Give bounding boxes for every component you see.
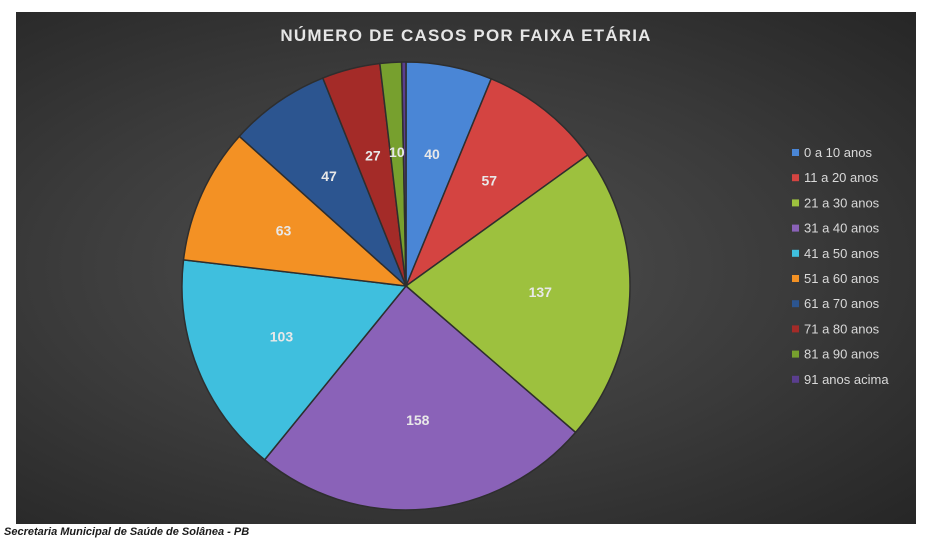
data-label-31-a-40-anos: 158 [406, 412, 430, 428]
pie-slice-51-a-60-anos [182, 135, 409, 288]
legend-swatch-71-a-80-anos [792, 325, 799, 333]
legend-swatch-31-a-40-anos [792, 224, 799, 232]
legend-swatch-51-a-60-anos [792, 275, 799, 282]
legend-label-41-a-50-anos: 41 a 50 anos [804, 246, 880, 261]
chart-legend: 0 a 10 anos 11 a 20 anos 21 a 30 anos 31 a … [792, 145, 889, 387]
legend-label-81-a-90-anos: 81 a 90 anos [804, 347, 880, 362]
legend-label-51-a-60-anos: 51 a 60 anos [804, 271, 880, 286]
legend-swatch-11-a-20-anos [792, 174, 799, 182]
data-label-71-a-80-anos: 27 [365, 148, 381, 164]
legend-label-91-anos-acima: 91 anos acima [804, 372, 889, 387]
pie-chart: NÚMERO DE CASOS POR FAIXA ETÁRIA 40 57 137… [181, 26, 889, 511]
legend-label-11-a-20-anos: 11 a 20 anos [804, 170, 879, 185]
source-note: Secretaria Municipal de Saúde de Solânea… [4, 526, 250, 538]
legend-swatch-21-a-30-anos [792, 199, 799, 207]
data-label-11-a-20-anos: 57 [481, 173, 497, 189]
legend-swatch-0-a-10-anos [792, 149, 799, 156]
data-label-61-a-70-anos: 47 [321, 168, 337, 184]
legend-label-31-a-40-anos: 31 a 40 anos [804, 221, 880, 236]
legend-label-0-a-10-anos: 0 a 10 anos [804, 145, 872, 160]
pie-data-labels: 40 57 137 158 103 63 47 27 10 [270, 144, 552, 428]
legend-label-71-a-80-anos: 71 a 80 anos [804, 321, 880, 336]
pie-slice-41-a-50-anos [181, 259, 408, 461]
data-label-21-a-30-anos: 137 [529, 284, 553, 300]
chart-title: NÚMERO DE CASOS POR FAIXA ETÁRIA [280, 26, 651, 45]
legend-swatch-41-a-50-anos [792, 249, 799, 257]
legend-swatch-61-a-70-anos [792, 300, 799, 308]
legend-swatch-91-anos-acima [792, 375, 799, 383]
data-label-81-a-90-anos: 10 [389, 144, 405, 160]
chart-panel: NÚMERO DE CASOS POR FAIXA ETÁRIA 40 57 137… [16, 12, 916, 524]
pie-slice-21-a-30-anos [404, 153, 631, 434]
pie-slice-61-a-70-anos [238, 77, 407, 287]
legend-label-21-a-30-anos: 21 a 30 anos [804, 195, 880, 210]
data-label-51-a-60-anos: 63 [276, 223, 292, 239]
legend-swatch-81-a-90-anos [792, 350, 799, 358]
pie-slices [181, 61, 631, 511]
data-label-0-a-10-anos: 40 [424, 146, 440, 162]
pie-slice-11-a-20-anos [404, 77, 589, 289]
pie-slice-31-a-40-anos [263, 284, 577, 511]
legend-label-61-a-70-anos: 61 a 70 anos [804, 296, 880, 311]
pie-slice-91-anos-acima [400, 61, 407, 287]
data-label-41-a-50-anos: 103 [270, 329, 294, 345]
